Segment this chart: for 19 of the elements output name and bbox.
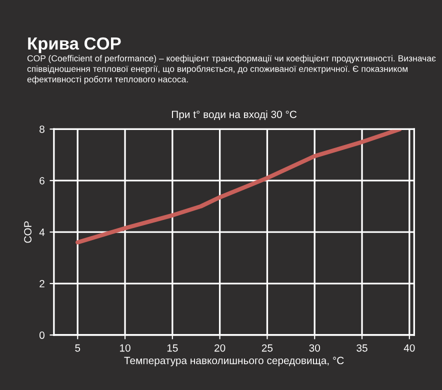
x-tick-label: 35 xyxy=(356,344,368,352)
x-tick-label: 30 xyxy=(309,344,320,352)
x-tick-label: 10 xyxy=(120,344,130,352)
x-axis-title: Температура навколишнього середовища, °C xyxy=(124,356,344,366)
x-tick-label: 40 xyxy=(404,344,415,352)
y-axis-title: COP xyxy=(24,221,32,243)
y-tick-label: 8 xyxy=(40,126,44,133)
x-tick-label: 25 xyxy=(262,344,273,352)
x-tick-label: 5 xyxy=(75,344,80,352)
x-tick-label: 15 xyxy=(167,344,178,352)
x-tick-label: 20 xyxy=(214,344,226,352)
chart-title: Крива COP xyxy=(28,37,121,54)
y-tick-label: 2 xyxy=(40,280,44,288)
chart-subtitle: COP (Coefficient of performance) – коефіцієнт трансформації чи коефіцієнт продуктивності. Визначає співвідношення теплової енергії, що виробляється, до споживаної електричної. Є показником ефективності роботи теплового насоса. xyxy=(27,55,436,84)
line-series xyxy=(76,129,402,244)
text: При t° води на вході 30 °C xyxy=(172,110,297,120)
y-tick-label: 4 xyxy=(39,228,45,236)
y-tick-label: 6 xyxy=(40,177,44,184)
y-tick-label: 0 xyxy=(40,332,44,339)
